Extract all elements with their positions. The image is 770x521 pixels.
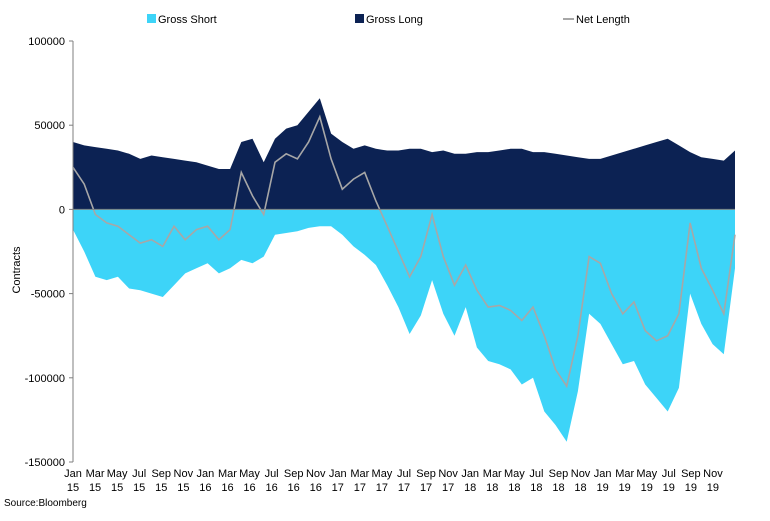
x-tick-label: Jan <box>329 468 347 480</box>
x-tick-label-year: 19 <box>641 482 653 494</box>
source-note: Source:Bloomberg <box>4 498 87 509</box>
x-tick-label-year: 16 <box>288 482 300 494</box>
y-tick-label: 100000 <box>28 36 65 48</box>
x-tick-label-year: 16 <box>310 482 322 494</box>
legend-swatch <box>355 14 364 23</box>
x-tick-label-year: 16 <box>199 482 211 494</box>
x-tick-label-year: 17 <box>398 482 410 494</box>
x-tick-label: Mar <box>483 468 502 480</box>
x-tick-label: Jan <box>594 468 612 480</box>
x-tick-label-year: 17 <box>376 482 388 494</box>
x-tick-label-year: 17 <box>354 482 366 494</box>
x-tick-label-year: 18 <box>530 482 542 494</box>
x-tick-label-year: 15 <box>67 482 79 494</box>
y-tick-label: 0 <box>59 204 65 216</box>
legend-label: Net Length <box>576 14 630 26</box>
x-tick-label: Sep <box>284 468 304 480</box>
x-tick-label: Sep <box>681 468 701 480</box>
x-tick-label: Nov <box>174 468 194 480</box>
x-tick-label: Sep <box>416 468 436 480</box>
y-tick-label: 50000 <box>34 120 65 132</box>
x-tick-label-year: 19 <box>707 482 719 494</box>
x-tick-label: Jul <box>397 468 411 480</box>
x-tick-label-year: 15 <box>177 482 189 494</box>
x-tick-label: May <box>239 468 260 480</box>
x-tick-label: Mar <box>350 468 369 480</box>
x-tick-label: Jul <box>132 468 146 480</box>
x-tick-label: Mar <box>86 468 105 480</box>
x-tick-label-year: 18 <box>464 482 476 494</box>
x-tick-label: Jan <box>64 468 82 480</box>
x-tick-label: Nov <box>703 468 723 480</box>
chart-axes: 100000500000-50000-100000-150000Jan15Mar… <box>25 36 735 494</box>
x-tick-label: Jan <box>461 468 479 480</box>
x-tick-label: Sep <box>151 468 171 480</box>
x-tick-label-year: 18 <box>552 482 564 494</box>
x-tick-label: Mar <box>615 468 634 480</box>
x-tick-label-year: 16 <box>265 482 277 494</box>
x-tick-label: Jul <box>662 468 676 480</box>
x-tick-label: Nov <box>306 468 326 480</box>
x-tick-label-year: 19 <box>663 482 675 494</box>
line-series-0 <box>72 114 736 389</box>
x-tick-label-year: 15 <box>155 482 167 494</box>
x-tick-label-year: 18 <box>486 482 498 494</box>
y-tick-label: -100000 <box>25 373 65 385</box>
area-series-0 <box>73 209 735 442</box>
x-tick-label: Sep <box>549 468 569 480</box>
x-tick-label: May <box>372 468 393 480</box>
x-tick-label: Mar <box>218 468 237 480</box>
x-tick-label-year: 17 <box>420 482 432 494</box>
x-tick-label-year: 15 <box>89 482 101 494</box>
x-tick-label: May <box>504 468 525 480</box>
x-tick-label-year: 18 <box>574 482 586 494</box>
area-series-1 <box>73 98 735 210</box>
legend-label: Gross Short <box>158 14 217 26</box>
chart-legend: Gross Short Gross Long Net Length <box>147 14 630 26</box>
x-tick-label: Nov <box>438 468 458 480</box>
x-tick-label-year: 16 <box>221 482 233 494</box>
y-tick-label: -50000 <box>31 289 65 301</box>
x-tick-label: May <box>107 468 128 480</box>
x-tick-label-year: 15 <box>111 482 123 494</box>
x-tick-label-year: 15 <box>133 482 145 494</box>
y-tick-label: -150000 <box>25 457 65 469</box>
legend-swatch <box>147 14 156 23</box>
x-tick-label-year: 19 <box>596 482 608 494</box>
x-tick-label-year: 16 <box>243 482 255 494</box>
x-tick-label: Jul <box>529 468 543 480</box>
x-tick-label: Jul <box>265 468 279 480</box>
chart-areas <box>72 98 736 442</box>
x-tick-label: May <box>636 468 657 480</box>
x-tick-label-year: 17 <box>332 482 344 494</box>
x-tick-label: Nov <box>571 468 591 480</box>
x-tick-label-year: 19 <box>619 482 631 494</box>
x-tick-label: Jan <box>197 468 215 480</box>
x-tick-label-year: 19 <box>685 482 697 494</box>
x-tick-label-year: 17 <box>442 482 454 494</box>
y-axis-label: Contracts <box>11 246 23 294</box>
x-tick-label-year: 18 <box>508 482 520 494</box>
legend-label: Gross Long <box>366 14 423 26</box>
